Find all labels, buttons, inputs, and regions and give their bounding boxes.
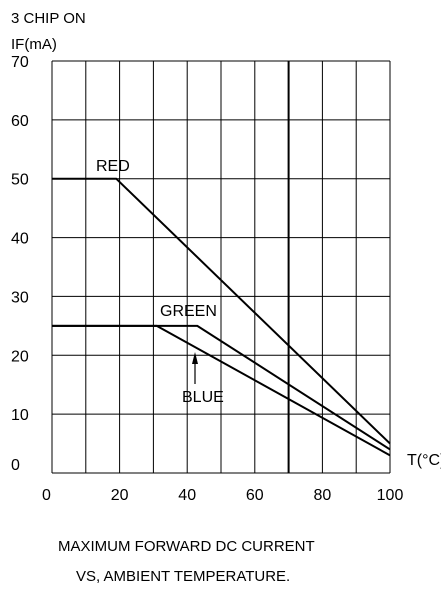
grid xyxy=(51,60,391,474)
x-axis-label: T(°C) xyxy=(407,452,441,469)
blue-pointer-arrow xyxy=(192,352,198,384)
x-tick-label: 60 xyxy=(246,487,264,504)
x-tick-label: 0 xyxy=(42,487,51,504)
y-tick-label: 70 xyxy=(11,54,29,71)
x-tick-label: 20 xyxy=(111,487,129,504)
y-tick-label: 20 xyxy=(11,348,29,365)
y-tick-label: 30 xyxy=(11,289,29,306)
x-tick-label: 80 xyxy=(314,487,332,504)
y-tick-label: 10 xyxy=(11,407,29,424)
y-tick-label: 60 xyxy=(11,113,29,130)
series-label-red: RED xyxy=(96,158,130,175)
chart-header: 3 CHIP ON xyxy=(11,10,86,27)
chart-caption-line-2: VS, AMBIENT TEMPERATURE. xyxy=(76,568,290,585)
y-tick-label: 0 xyxy=(11,457,20,474)
y-tick-label: 50 xyxy=(11,172,29,189)
series-line-blue xyxy=(52,324,391,457)
series-lines xyxy=(52,177,391,457)
y-axis-label: IF(mA) xyxy=(11,36,57,53)
axis-ticks: 0 10 20 30 40 50 60 70 0 20 40 60 80 100 xyxy=(11,54,403,504)
x-tick-label: 100 xyxy=(377,487,404,504)
x-tick-label: 40 xyxy=(178,487,196,504)
series-label-green: GREEN xyxy=(160,303,217,320)
chart-caption-line-1: MAXIMUM FORWARD DC CURRENT xyxy=(58,538,315,555)
y-tick-label: 40 xyxy=(11,231,29,248)
series-label-blue: BLUE xyxy=(182,389,224,406)
series-line-red xyxy=(52,177,391,445)
